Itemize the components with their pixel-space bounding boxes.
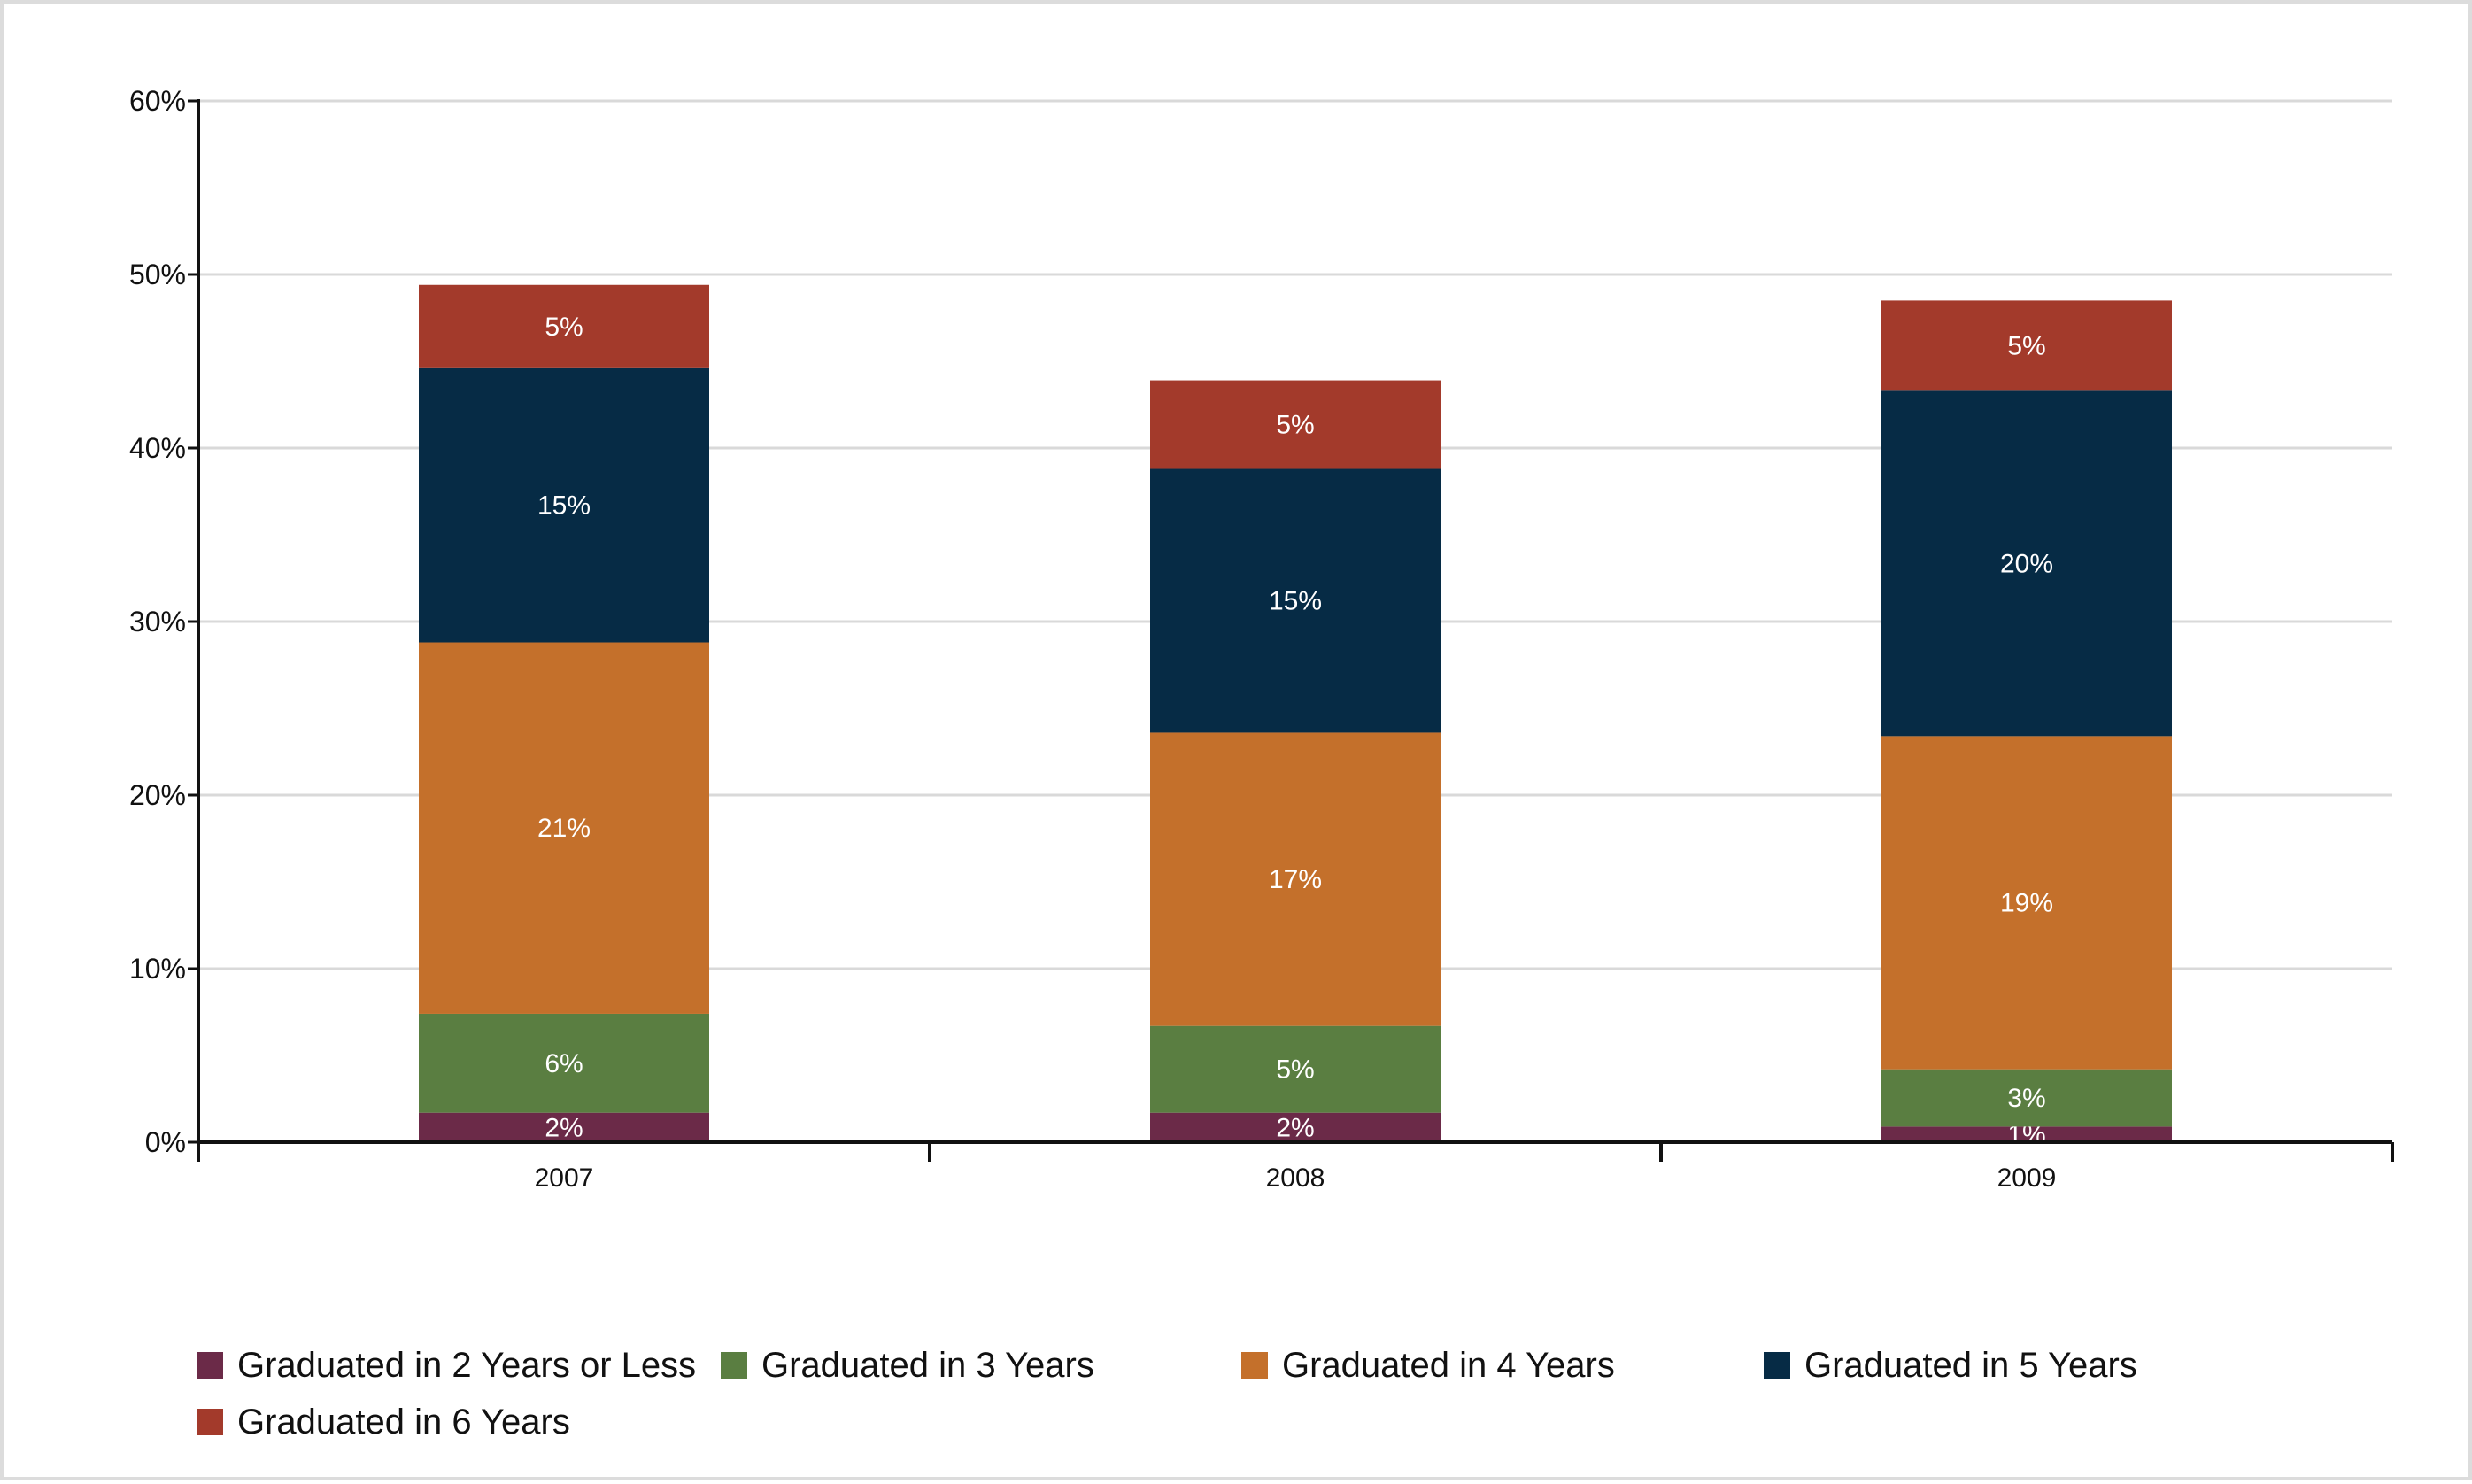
- legend-item: Graduated in 5 Years: [1764, 1339, 2137, 1392]
- bar-segment: [1881, 1069, 2172, 1127]
- bar-segment: [419, 284, 709, 368]
- data-label: 19%: [2000, 889, 2053, 918]
- data-label: 17%: [1269, 865, 1322, 894]
- legend-swatch: [1241, 1352, 1268, 1379]
- data-label: 15%: [537, 491, 591, 521]
- data-label: 5%: [1276, 411, 1314, 440]
- data-label: 2%: [1276, 1113, 1314, 1142]
- bar-segment: [1881, 390, 2172, 737]
- legend-label: Graduated in 5 Years: [1804, 1345, 2137, 1385]
- legend-swatch: [1764, 1352, 1790, 1379]
- legend-item: Graduated in 6 Years: [197, 1395, 570, 1449]
- legend-swatch: [197, 1352, 223, 1379]
- bar-segment: [419, 1112, 709, 1142]
- y-axis-ticks: 0% 10% 20% 30% 40% 50% 60%: [129, 85, 198, 1158]
- bars: 2%6%21%15%5%2%5%17%15%5%1%3%19%20%5%: [419, 284, 2172, 1149]
- x-tick-label: 2009: [1997, 1163, 2057, 1193]
- x-tick-label: 2008: [1266, 1163, 1325, 1193]
- legend-item: Graduated in 4 Years: [1241, 1339, 1615, 1392]
- y-tick-label: 10%: [129, 953, 186, 985]
- y-tick-label: 50%: [129, 259, 186, 290]
- data-label: 5%: [1276, 1055, 1314, 1085]
- bar-segment: [1881, 1126, 2172, 1142]
- data-label: 15%: [1269, 586, 1322, 615]
- bar-segment: [1881, 300, 2172, 391]
- axes: [197, 99, 2392, 1160]
- legend-label: Graduated in 2 Years or Less: [237, 1345, 697, 1385]
- bar-segment: [1150, 1025, 1441, 1113]
- bar-segment: [419, 367, 709, 643]
- legend-swatch: [197, 1409, 223, 1435]
- legend-item: Graduated in 2 Years or Less: [197, 1339, 696, 1392]
- bar-segment: [419, 1013, 709, 1113]
- data-label: 5%: [2007, 331, 2045, 360]
- data-label: 2%: [545, 1113, 583, 1142]
- data-label: 6%: [545, 1049, 583, 1078]
- bar-segment: [1150, 732, 1441, 1026]
- legend-item: Graduated in 3 Years: [721, 1339, 1094, 1392]
- bar-segment: [419, 642, 709, 1014]
- y-tick-label: 30%: [129, 606, 186, 638]
- data-label: 3%: [2007, 1084, 2045, 1113]
- legend-label: Graduated in 3 Years: [761, 1345, 1094, 1385]
- y-tick-label: 40%: [129, 432, 186, 464]
- data-label: 5%: [545, 313, 583, 342]
- bar-segment: [1150, 380, 1441, 469]
- y-tick-label: 60%: [129, 85, 186, 117]
- bar-segment: [1150, 1112, 1441, 1142]
- bar-segment: [1881, 736, 2172, 1070]
- bar-segment: [1150, 468, 1441, 733]
- x-tick-label: 2007: [535, 1163, 594, 1193]
- legend-swatch: [721, 1352, 747, 1379]
- x-axis-ticks: 2007 2008 2009: [197, 1142, 2394, 1193]
- y-tick-label: 0%: [145, 1126, 186, 1158]
- stacked-bar-chart: 2%6%21%15%5%2%5%17%15%5%1%3%19%20%5% 0%1…: [129, 85, 2394, 1193]
- legend-label: Graduated in 6 Years: [237, 1402, 570, 1441]
- data-label: 21%: [537, 814, 591, 843]
- y-tick-label: 20%: [129, 779, 186, 811]
- legend-label: Graduated in 4 Years: [1282, 1345, 1615, 1385]
- data-label: 20%: [2000, 549, 2053, 578]
